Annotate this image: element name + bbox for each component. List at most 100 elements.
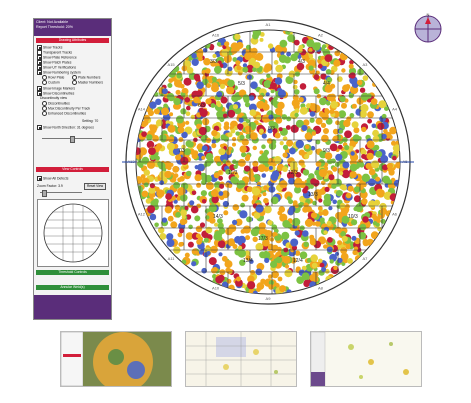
overview-wafer-icon [43, 203, 103, 263]
slider-knob[interactable] [42, 190, 47, 197]
checkbox-icon[interactable] [37, 176, 42, 181]
radio-plate-numbers[interactable]: Plate Numbers [72, 75, 100, 80]
radio-custom[interactable]: Custom [42, 80, 60, 85]
defect-dot [318, 198, 323, 203]
defect-dot [218, 191, 224, 196]
defect-dot [310, 145, 316, 151]
drawing-attributes-header[interactable]: Drawing Attributes [36, 38, 109, 43]
defect-dot [180, 156, 189, 165]
radio-icon[interactable] [42, 101, 47, 106]
defect-dot [190, 205, 199, 214]
defect-dot [164, 206, 173, 214]
defect-dot [201, 155, 206, 160]
defect-dot [222, 200, 229, 208]
defect-dot [326, 220, 332, 226]
option-show-north[interactable]: Show North Direction: 31 degrees [37, 125, 94, 130]
defect-dot [378, 100, 387, 109]
defect-dot [285, 76, 294, 84]
defect-dot [309, 281, 317, 289]
defect-dot [211, 195, 219, 204]
defect-dot [325, 69, 332, 75]
thumbnail-2[interactable] [185, 331, 297, 387]
defect-dot [218, 252, 223, 257]
defect-dot [166, 239, 175, 247]
defect-dot [347, 185, 354, 192]
checkbox-icon[interactable] [37, 45, 42, 50]
radio-icon[interactable] [42, 111, 47, 116]
radio-master-numbers[interactable]: Master Numbers [72, 80, 103, 85]
checkbox-icon[interactable] [37, 70, 42, 75]
zoom-slider[interactable] [40, 190, 82, 197]
radio-enhanced-discontinuities[interactable]: Enhanced Discontinuities [42, 111, 86, 116]
reset-view-button[interactable]: Reset View [84, 183, 106, 190]
option-show-tracks[interactable]: Show Tracks [37, 45, 62, 50]
radio-icon[interactable] [72, 80, 77, 85]
defect-dot [200, 101, 206, 108]
defect-dot [353, 246, 359, 251]
defect-dot [361, 173, 371, 182]
defect-dot [328, 174, 335, 181]
annular-weld-header[interactable]: Annular Weld(s) [36, 285, 109, 290]
thumbnail-3[interactable] [310, 331, 422, 387]
radio-icon[interactable] [42, 80, 47, 85]
option-numbering-system[interactable]: Show Numbering system [37, 70, 81, 75]
defect-dot [268, 142, 277, 150]
defect-dot [244, 125, 252, 133]
checkbox-icon[interactable] [37, 91, 42, 96]
defect-dot [282, 166, 288, 173]
defect-dot [309, 111, 316, 117]
defect-dot [239, 145, 247, 153]
checkbox-icon[interactable] [37, 125, 42, 130]
defect-dot [235, 60, 241, 66]
defect-dot [159, 233, 167, 240]
defect-dot [302, 187, 308, 194]
defect-dot [268, 280, 274, 286]
option-discontinuities[interactable]: Show Discontinuities [37, 91, 74, 96]
defect-dot [161, 88, 168, 95]
view-controls-header[interactable]: View Controls [36, 167, 109, 172]
radio-icon[interactable] [42, 75, 47, 80]
defect-dot [202, 48, 208, 53]
overview-map[interactable] [37, 199, 109, 267]
radio-icon[interactable] [72, 75, 77, 80]
defect-dot [214, 65, 222, 74]
threshold-controls-header[interactable]: Threshold Controls [36, 270, 109, 275]
radio-icon[interactable] [42, 106, 47, 111]
radio-discontinuities[interactable]: Discontinuities [42, 101, 70, 106]
defect-dot [296, 276, 305, 284]
defect-dot [210, 245, 218, 254]
defect-dot [306, 39, 315, 48]
defect-dot [191, 248, 198, 255]
defect-dot [140, 174, 146, 179]
defect-dot [370, 231, 379, 240]
radio-row-plate[interactable]: Row/ Plate [42, 75, 64, 80]
defect-dot [270, 99, 278, 106]
defect-dot [320, 73, 327, 80]
defect-dot [253, 61, 261, 69]
defect-dot [246, 64, 254, 73]
slider-knob[interactable] [70, 136, 75, 143]
defect-dot [304, 144, 310, 150]
defect-dot [336, 76, 343, 82]
defect-dot [221, 48, 230, 57]
defect-dot [227, 132, 233, 138]
defect-dot [257, 94, 264, 101]
defect-dot [348, 67, 357, 75]
threshold-slider[interactable] [42, 136, 102, 143]
option-show-all-defects[interactable]: Show All Defects [37, 176, 68, 181]
tank-floor-map[interactable]: 3/3 4/3 4/4 5/3 6/3 8/3 9/3 11/3 12/3 13/3 14/3 17/… [118, 12, 418, 312]
defect-dot [361, 154, 367, 159]
defect-dot [246, 74, 253, 80]
defect-dot [230, 128, 236, 134]
defect-dot [196, 238, 202, 245]
plate-label: 10/3 [348, 214, 358, 220]
defect-dot [274, 77, 283, 85]
defect-dot [371, 123, 377, 129]
radio-max-discontinuity[interactable]: Max Discontinuity Per Track [42, 106, 90, 111]
thumbnail-1[interactable] [60, 331, 172, 392]
defect-dot [252, 187, 261, 196]
defect-dot [183, 77, 192, 86]
defect-dot [234, 33, 241, 40]
defect-dot [274, 235, 280, 241]
defect-dot [216, 41, 221, 47]
